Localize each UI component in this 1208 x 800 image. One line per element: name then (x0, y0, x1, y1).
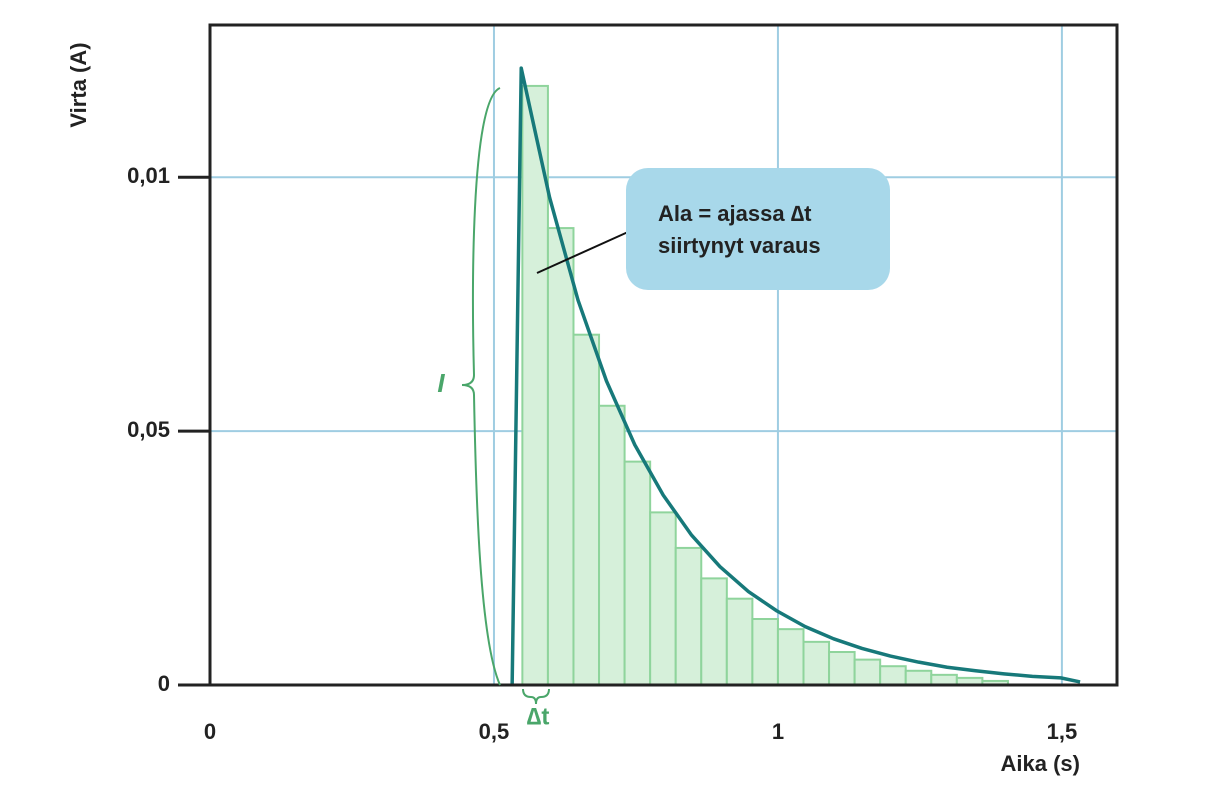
y-axis-label: Virta (A) (66, 42, 91, 127)
bar (802, 640, 831, 686)
bar (751, 618, 779, 686)
y-tick-label: 0 (158, 671, 170, 696)
bar (572, 333, 601, 686)
bar (700, 577, 728, 687)
bar (828, 651, 856, 686)
bar (546, 227, 575, 686)
callout-leader (536, 231, 629, 274)
x-tick-label: 1,5 (1047, 719, 1078, 744)
bar (776, 628, 805, 687)
bar (623, 460, 652, 686)
bar (674, 546, 703, 687)
bar (853, 658, 882, 686)
lines (510, 66, 1081, 686)
x-tick-label: 1 (772, 719, 784, 744)
plot-frame (208, 23, 1119, 687)
current-label: I (437, 368, 445, 398)
x-tick-label: 0 (204, 719, 216, 744)
interval-brace (522, 688, 550, 705)
bar (649, 511, 677, 687)
bars (521, 84, 1009, 687)
callout-line: Ala = ajassa ∆t (658, 201, 812, 226)
callout-line: siirtynyt varaus (658, 233, 821, 258)
callout-box (626, 168, 890, 290)
interval-label: ∆t (527, 703, 550, 730)
y-tick-label: 0,01 (127, 163, 170, 188)
y-tick-label: 0,05 (127, 417, 170, 442)
bar (725, 597, 754, 687)
x-tick-label: 0,5 (479, 719, 510, 744)
bar (598, 404, 626, 686)
bar (904, 669, 933, 686)
bar (879, 665, 907, 687)
current-brace (461, 87, 501, 686)
curve (510, 66, 1081, 686)
x-axis-label: Aika (s) (1001, 751, 1080, 776)
bar (930, 673, 958, 686)
